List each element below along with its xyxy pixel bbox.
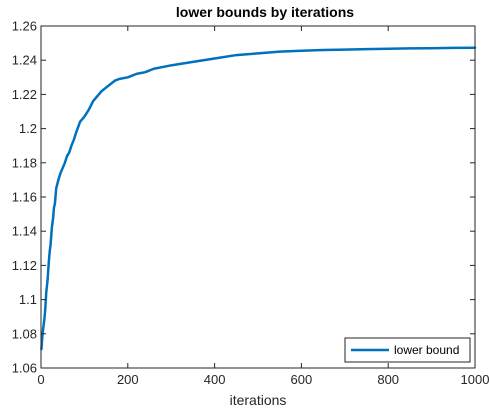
legend: lower bound [344,337,471,363]
series-line-0 [40,46,477,351]
y-tick-label: 1.2 [19,121,37,136]
y-tick-label: 1.08 [12,326,37,341]
x-tick-label: 800 [377,372,399,387]
x-tick-label: 0 [37,372,44,387]
x-tick-label: 200 [117,372,139,387]
y-tick-label: 1.18 [12,155,37,170]
y-tick-label: 1.14 [12,224,37,239]
plot-area [41,26,475,368]
axes-layer: 0 200 400 600 800 1000 1.06 1.08 1.1 1.12 1.14 1.16… [12,19,489,388]
y-tick-label: 1.06 [12,361,37,376]
series-layer [40,46,477,351]
x-axis-label: iterations [230,392,287,408]
x-tick-label: 400 [204,372,226,387]
chart-title: lower bounds by iterations [176,4,354,20]
y-tick-label: 1.12 [12,258,37,273]
y-tick-label: 1.22 [12,87,37,102]
legend-label: lower bound [394,343,459,357]
y-tick-label: 1.1 [19,292,37,307]
x-tick-label: 600 [291,372,313,387]
y-tick-label: 1.16 [12,190,37,205]
y-tick-label: 1.26 [12,19,37,34]
x-tick-label: 1000 [461,372,489,387]
y-tick-label: 1.24 [12,53,37,68]
